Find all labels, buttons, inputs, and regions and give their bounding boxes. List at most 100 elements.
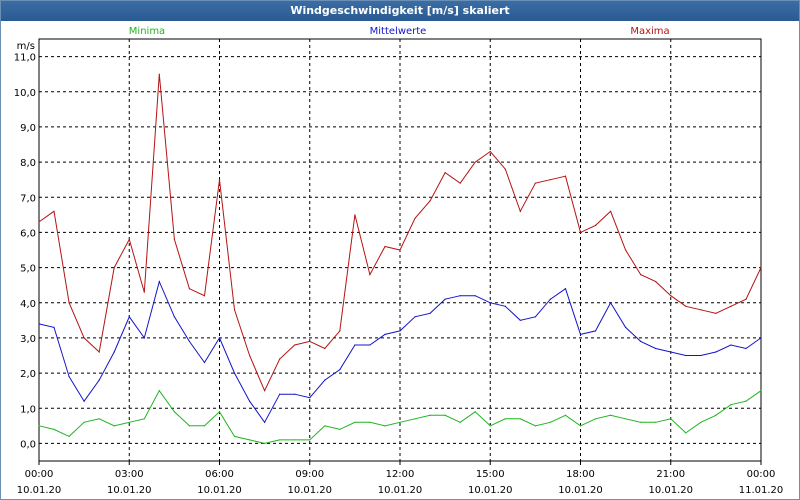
data-point-maxima: [579, 231, 582, 234]
data-point-maxima: [504, 168, 506, 170]
data-point-minima: [113, 425, 115, 427]
data-point-minima: [519, 418, 521, 420]
x-tick-time: 03:00: [115, 469, 144, 480]
data-point-minima: [354, 421, 356, 423]
data-point-mittelwerte: [309, 397, 311, 399]
data-point-mittelwerte: [579, 333, 582, 335]
data-point-mittelwerte: [489, 302, 491, 304]
data-point-maxima: [489, 150, 491, 153]
data-point-maxima: [294, 344, 296, 346]
data-point-mittelwerte: [264, 421, 266, 423]
data-point-minima: [38, 425, 40, 427]
data-point-maxima: [715, 312, 717, 314]
data-point-mittelwerte: [670, 351, 672, 353]
data-point-minima: [564, 414, 567, 416]
data-point-maxima: [745, 298, 747, 300]
data-point-minima: [173, 411, 175, 413]
data-point-maxima: [264, 390, 266, 392]
data-point-maxima: [730, 305, 732, 307]
data-point-minima: [158, 390, 160, 392]
data-point-minima: [294, 439, 296, 441]
y-tick-label: 7,0: [20, 193, 36, 204]
data-point-maxima: [98, 351, 100, 353]
x-tick-date: 10.01.20: [107, 485, 152, 496]
data-point-minima: [83, 421, 85, 423]
data-point-mittelwerte: [655, 347, 657, 350]
data-point-maxima: [38, 221, 40, 223]
data-point-maxima: [685, 305, 687, 307]
data-point-mittelwerte: [158, 281, 160, 283]
data-point-minima: [685, 432, 687, 434]
data-point-mittelwerte: [685, 354, 687, 357]
data-point-maxima: [113, 266, 115, 269]
x-tick-date: 11.01.20: [739, 485, 784, 496]
data-point-maxima: [474, 161, 476, 163]
y-tick-label: 2,0: [20, 369, 36, 380]
y-tick-label: 5,0: [20, 264, 36, 275]
data-point-minima: [715, 414, 717, 416]
data-point-maxima: [128, 238, 130, 241]
data-point-mittelwerte: [730, 344, 732, 346]
data-point-maxima: [384, 245, 386, 248]
x-tick-time: 15:00: [476, 469, 505, 480]
data-point-mittelwerte: [98, 379, 100, 381]
data-point-maxima: [354, 214, 356, 216]
data-point-minima: [218, 411, 221, 413]
data-point-mittelwerte: [745, 347, 747, 350]
data-point-minima: [459, 421, 461, 423]
data-point-mittelwerte: [113, 351, 115, 353]
data-point-maxima: [564, 175, 567, 177]
data-point-mittelwerte: [715, 351, 717, 353]
data-point-minima: [399, 421, 401, 423]
data-point-maxima: [459, 182, 461, 184]
data-point-maxima: [369, 274, 371, 276]
data-point-minima: [504, 418, 506, 420]
data-point-minima: [730, 404, 732, 406]
x-tick-time: 00:00: [747, 469, 776, 480]
data-point-minima: [579, 425, 582, 427]
x-tick-time: 06:00: [205, 469, 234, 480]
data-point-mittelwerte: [444, 298, 446, 300]
data-point-mittelwerte: [519, 319, 521, 321]
data-point-minima: [429, 414, 431, 416]
data-point-minima: [264, 442, 266, 445]
legend-entry-minima: Minima: [129, 26, 165, 37]
data-point-maxima: [625, 249, 627, 251]
chart-area: 0,0 1,0 2,0 3,0 4,0 5,0 6,0 7,0 8,0 9,0 10,0 11,0m/…: [14, 26, 784, 496]
y-tick-label: 1,0: [20, 404, 36, 415]
data-point-mittelwerte: [38, 323, 40, 325]
x-tick-time: 09:00: [295, 469, 324, 480]
x-tick-date: 10.01.20: [197, 485, 242, 496]
data-point-maxima: [158, 73, 160, 75]
data-point-minima: [745, 400, 747, 402]
data-point-maxima: [83, 337, 85, 339]
data-point-minima: [474, 411, 476, 413]
data-point-maxima: [53, 210, 55, 212]
data-point-minima: [609, 414, 612, 416]
data-point-minima: [444, 414, 446, 416]
data-point-minima: [625, 418, 627, 420]
data-point-mittelwerte: [203, 361, 206, 364]
data-point-maxima: [414, 217, 416, 219]
data-point-minima: [68, 435, 70, 437]
data-point-minima: [309, 439, 311, 441]
data-point-maxima: [534, 182, 536, 184]
x-tick-date: 10.01.20: [287, 485, 332, 496]
data-point-maxima: [399, 249, 401, 251]
data-point-minima: [760, 390, 762, 392]
y-tick-label: 11,0: [14, 53, 36, 64]
data-point-mittelwerte: [218, 337, 221, 339]
data-point-minima: [670, 418, 672, 420]
data-point-minima: [655, 421, 657, 423]
data-point-mittelwerte: [459, 295, 461, 297]
data-point-maxima: [609, 210, 612, 212]
legend-entry-maxima: Maxima: [630, 26, 669, 37]
data-point-mittelwerte: [354, 344, 356, 346]
data-point-minima: [324, 425, 326, 427]
data-point-mittelwerte: [594, 330, 597, 332]
y-tick-label: 0,0: [20, 439, 36, 450]
window-title: Windgeschwindigkeit [m/s] skaliert: [1, 1, 799, 21]
data-point-mittelwerte: [128, 316, 130, 318]
data-point-mittelwerte: [399, 330, 401, 332]
